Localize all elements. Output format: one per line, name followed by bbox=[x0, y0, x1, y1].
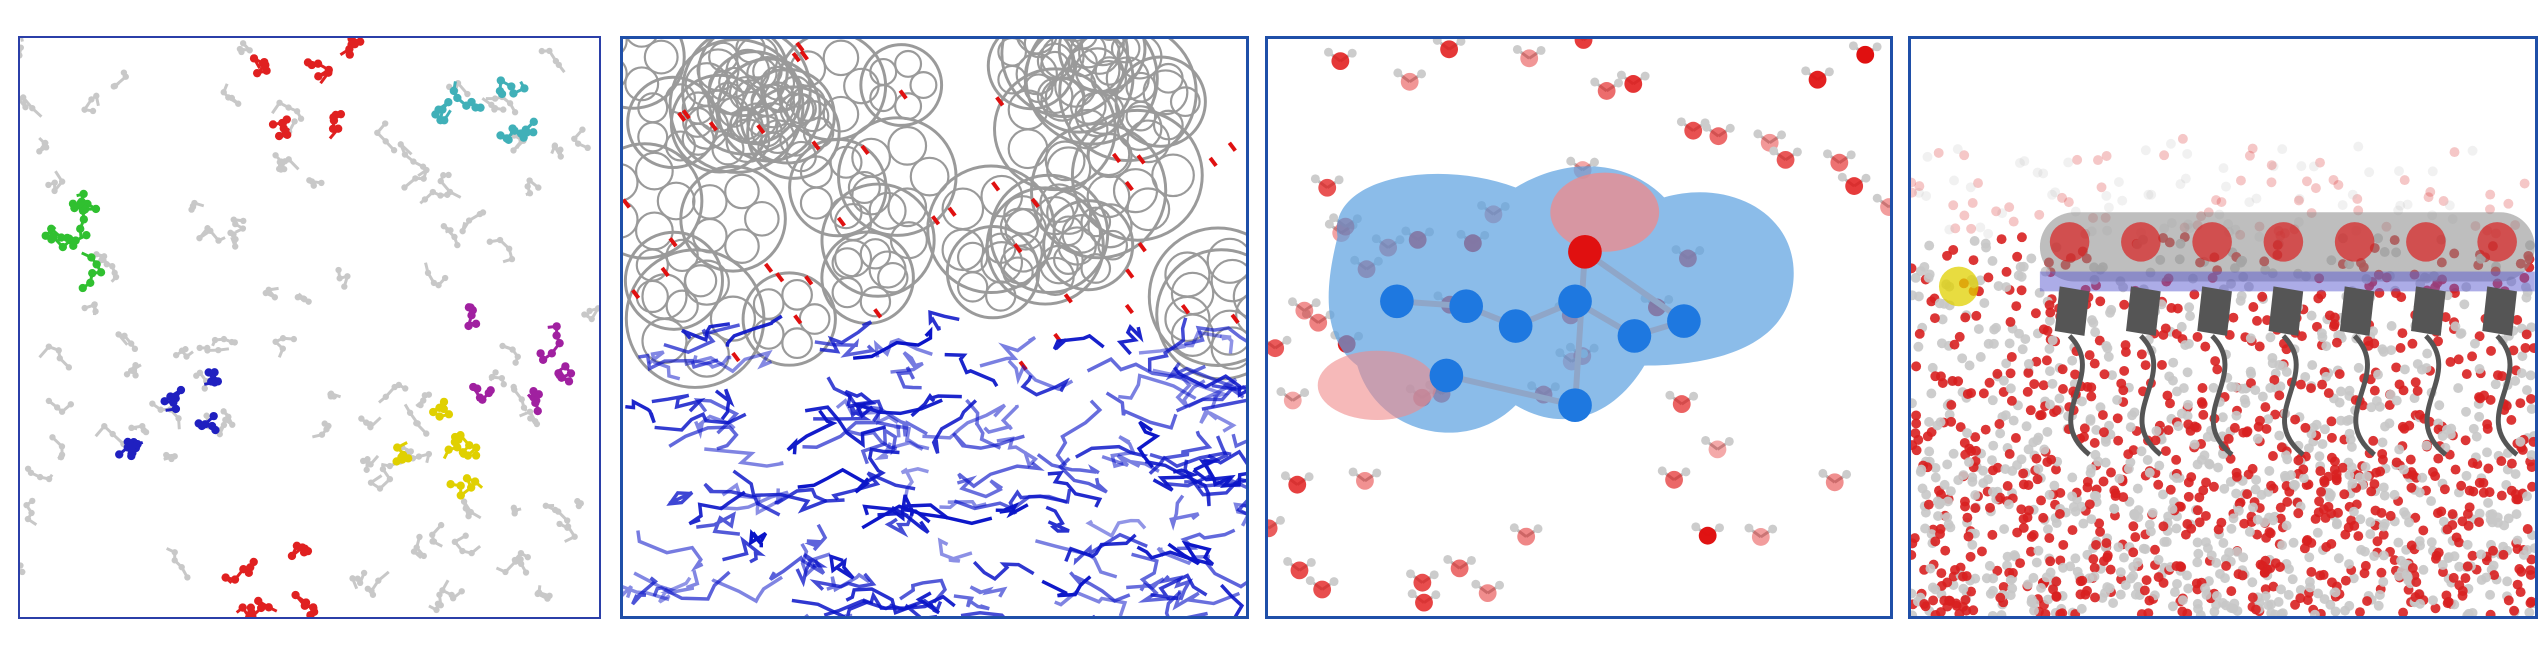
molecular-liquid-image bbox=[20, 38, 599, 617]
panel-molecular-liquid bbox=[18, 36, 601, 619]
panel-fullerene-polymer bbox=[620, 36, 1249, 619]
solvated-molecule-image bbox=[1268, 39, 1890, 612]
fullerene-polymer-image bbox=[623, 39, 1246, 616]
panel-water-interface bbox=[1908, 36, 2538, 619]
water-interface-image bbox=[1911, 133, 2535, 616]
panel-solvated-molecule bbox=[1265, 36, 1893, 619]
